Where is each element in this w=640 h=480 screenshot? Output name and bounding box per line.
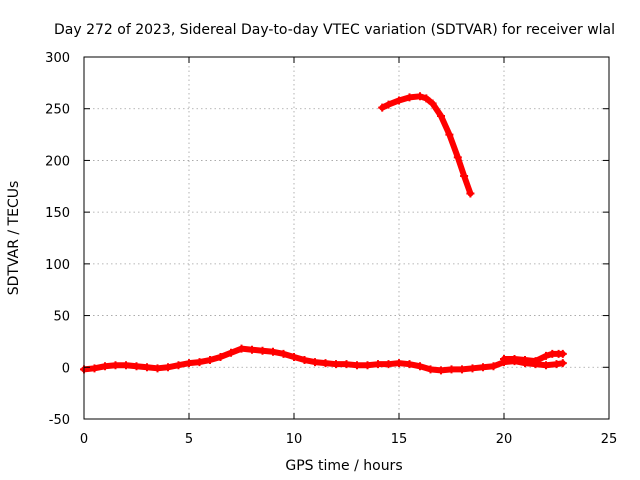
data-point [426,365,435,374]
data-point [405,93,414,102]
y-tick-label: 100 [45,258,70,273]
x-tick-label: 0 [80,432,88,447]
x-tick-label: 20 [496,432,513,447]
data-point [332,360,340,369]
y-tick-label: 50 [53,310,70,325]
data-point [466,189,475,198]
data-point [458,365,466,374]
data-point [378,103,387,112]
y-tick-label: 150 [45,206,70,221]
data-point [479,363,487,372]
data-point [290,352,298,361]
plot-frame [83,56,610,420]
data-point [216,352,225,361]
data-point [445,130,454,139]
data-point [248,345,256,354]
y-tick-label: 250 [45,103,70,118]
y-tick-label: 300 [45,51,70,66]
data-point [405,360,414,369]
y-tick-label: 0 [62,361,70,376]
data-point [437,111,445,120]
data-point [321,359,330,368]
data-point [311,358,319,367]
data-point [143,363,151,372]
data-point [363,361,372,370]
data-point [422,94,431,103]
data-point [542,351,550,360]
data-point [164,363,172,372]
data-point [384,100,393,109]
data-point [353,361,361,370]
data-point [342,360,351,369]
data-point [460,171,469,180]
data-point [416,362,424,371]
x-tick-label: 15 [391,432,408,447]
data-point [90,364,99,373]
x-tick-label: 5 [185,432,193,447]
data-points [80,92,567,375]
y-tick-label: 200 [45,154,70,169]
x-tick-label: 10 [286,432,303,447]
data-point [122,361,130,370]
data-point [558,349,567,358]
data-point [447,365,456,374]
data-point [395,359,403,368]
data-point [269,347,277,356]
data-point [489,362,498,371]
data-point [206,356,214,365]
data-point [510,355,519,364]
data-point [416,92,424,101]
data-point [101,362,109,371]
data-point [132,362,141,371]
chart-title: Day 272 of 2023, Sidereal Day-to-day VTE… [54,22,615,38]
data-point [185,359,193,368]
data-point [227,348,235,357]
data-point [174,361,183,370]
data-point [258,346,267,355]
data-point [453,153,462,162]
x-axis-label: GPS time / hours [285,458,402,474]
y-tick-label: -50 [49,413,70,428]
data-point [542,361,550,370]
x-tick-label: 25 [601,432,618,447]
data-point [111,361,120,370]
data-point [300,356,309,365]
data-point [195,358,204,367]
data-point [395,96,403,105]
data-point [531,357,540,366]
data-point [521,356,529,365]
data-point [428,99,437,108]
tick-labels: 0 5 10 15 20 25 -50 0 50 100 150 200 250 300 [45,51,617,447]
data-point [384,360,393,369]
data-point [237,344,246,353]
data-point [558,359,567,368]
data-point [279,349,288,358]
data-point [500,355,508,364]
series-2-trail [379,93,474,197]
data-point [153,364,162,373]
data-point [552,360,561,369]
y-axis-label: SDTVAR / TECUs [6,181,22,296]
data-point [468,364,477,373]
data-point [374,360,382,369]
data-point [437,366,445,375]
